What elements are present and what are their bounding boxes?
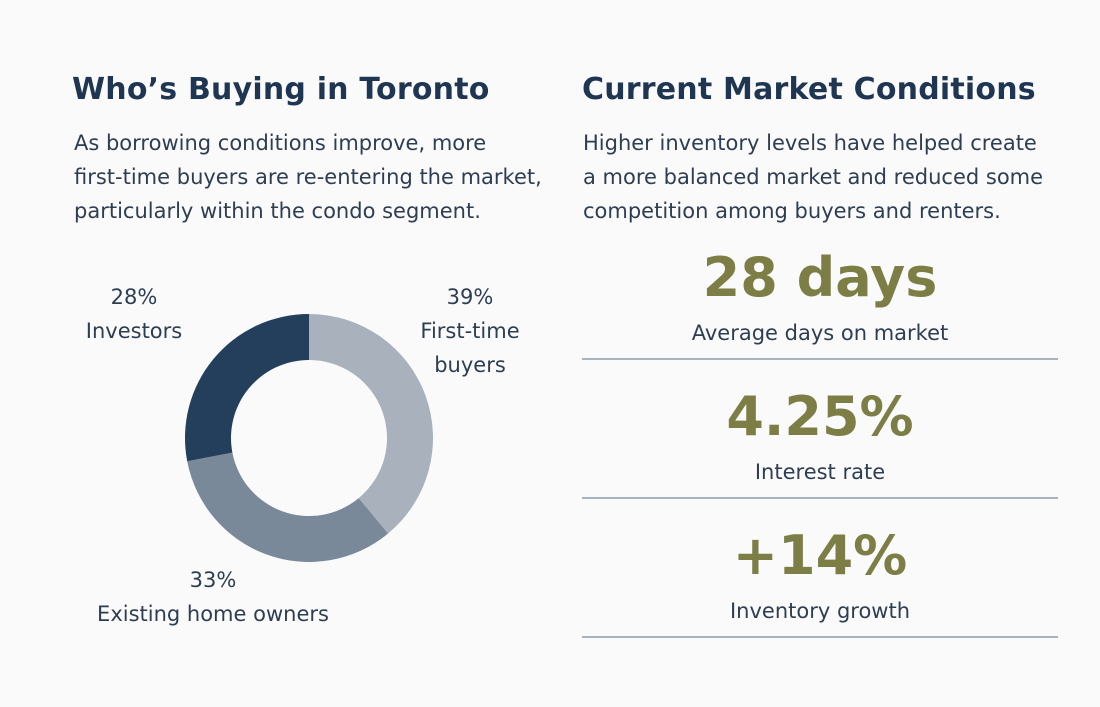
segment-value-label: 33%: [189, 568, 237, 592]
segment-label: Existing home owners: [97, 602, 329, 626]
stat-block: +14% Inventory growth: [582, 524, 1058, 626]
divider: [582, 497, 1058, 499]
donut-chart: [185, 314, 433, 562]
divider: [582, 358, 1058, 360]
stat-value: +14%: [732, 524, 908, 587]
segment-label: First-time buyers: [420, 319, 520, 377]
segment-label: Investors: [85, 319, 183, 343]
segment-value-label: 28%: [110, 285, 158, 309]
stat-label: Inventory growth: [729, 599, 911, 623]
donut-segment: [187, 452, 389, 562]
segment-value-label: 39%: [446, 285, 494, 309]
stat-value: 28 days: [702, 246, 938, 309]
section-title: Current Market Conditions: [582, 72, 1036, 107]
stat-value: 4.25%: [726, 385, 914, 448]
stat-block: 4.25% Interest rate: [582, 385, 1058, 487]
stat-block: 28 days Average days on market: [582, 246, 1058, 348]
section-title: Who’s Buying in Toronto: [72, 72, 490, 107]
section-description: Higher inventory levels have helped crea…: [583, 131, 1044, 223]
stat-label: Average days on market: [691, 321, 949, 345]
divider: [582, 636, 1058, 638]
section-description: As borrowing conditions improve, more fi…: [74, 131, 542, 223]
donut-segment: [185, 314, 309, 462]
donut-segment: [309, 314, 433, 534]
stat-label: Interest rate: [754, 460, 886, 484]
